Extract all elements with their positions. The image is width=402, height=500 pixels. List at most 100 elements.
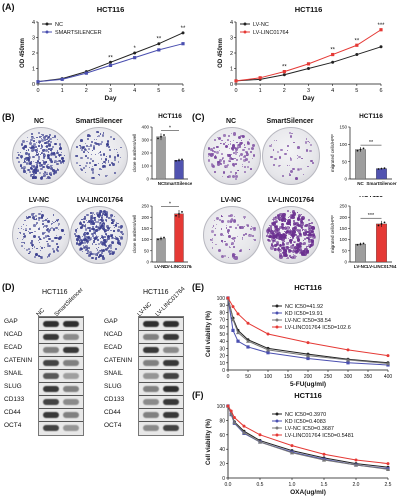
blot-band bbox=[163, 425, 179, 431]
plate-spot bbox=[40, 138, 44, 142]
plate-spot bbox=[246, 166, 249, 169]
plate-spot bbox=[30, 241, 33, 245]
plate-spot bbox=[41, 136, 42, 138]
plate-spot bbox=[212, 225, 214, 227]
plate-spot bbox=[23, 160, 26, 162]
plate-spot bbox=[20, 143, 24, 147]
plate-spot bbox=[96, 225, 99, 229]
plate-spot bbox=[36, 142, 37, 144]
data-point bbox=[386, 354, 390, 358]
y-tick-label: 50 bbox=[219, 332, 225, 338]
plate-spot bbox=[301, 229, 304, 231]
plate-spot bbox=[17, 151, 19, 154]
plate-spot bbox=[243, 225, 245, 227]
plate-spot bbox=[272, 222, 276, 226]
y-tick-label: 150 bbox=[339, 226, 347, 231]
plate-spot bbox=[83, 215, 86, 218]
plate-spot bbox=[94, 142, 98, 145]
x-tick-label: 4 bbox=[331, 88, 334, 94]
plate-spot bbox=[90, 221, 92, 223]
plate-spot bbox=[79, 226, 83, 230]
plate-label-smartsilencer: SmartSilencer bbox=[75, 118, 123, 125]
plate-spot bbox=[25, 161, 29, 165]
plate-spot bbox=[275, 236, 278, 239]
bar bbox=[156, 136, 166, 180]
chart-a-left: HCT116 0 1 2 3 4 5 6 0 1 2 3 4 Day OD 450nm NC SMARTSILE… bbox=[20, 5, 186, 102]
plate-spot bbox=[309, 232, 313, 236]
plate-spot bbox=[311, 234, 314, 236]
plate-spot bbox=[109, 163, 112, 166]
plate-spot bbox=[39, 142, 41, 144]
chart-title: HCT116 bbox=[294, 284, 322, 292]
plate-spot bbox=[74, 229, 78, 232]
plate-spot bbox=[40, 238, 42, 241]
plate-spot bbox=[301, 225, 304, 228]
plate-spot bbox=[36, 166, 38, 168]
plate-spot bbox=[273, 216, 277, 220]
plate-spot bbox=[22, 223, 25, 226]
plate-spot bbox=[96, 251, 100, 255]
plate-spot bbox=[42, 152, 45, 155]
data-point bbox=[258, 440, 262, 444]
blot-row-label: SNAIL bbox=[4, 370, 23, 377]
plate-spot bbox=[38, 140, 41, 143]
plate-spot bbox=[29, 162, 33, 166]
plate-spot bbox=[273, 235, 277, 239]
plate-spot bbox=[282, 255, 285, 258]
plate-spot bbox=[40, 152, 43, 155]
y-tick-label: 4 bbox=[230, 20, 233, 26]
plate-spot bbox=[80, 167, 83, 170]
chart-title: HCT116 bbox=[97, 5, 125, 14]
blot-row bbox=[139, 382, 183, 395]
plate-spot bbox=[111, 241, 115, 245]
plate-spot bbox=[230, 213, 234, 217]
bar bbox=[174, 160, 184, 180]
plate-spot bbox=[49, 229, 52, 232]
plate-spot bbox=[232, 151, 236, 155]
plate-spot bbox=[27, 156, 29, 159]
plate-spot bbox=[249, 228, 252, 231]
plate-spot bbox=[298, 248, 303, 252]
plate-spot bbox=[48, 140, 50, 143]
plate-spot bbox=[234, 153, 237, 156]
plate-spot bbox=[275, 237, 279, 240]
plate-spot bbox=[46, 217, 49, 219]
plate-spot bbox=[36, 170, 39, 173]
plate-spot bbox=[75, 243, 79, 246]
plate-spot bbox=[308, 234, 313, 239]
plate-spot bbox=[48, 135, 50, 137]
plate-spot bbox=[48, 252, 51, 255]
plate-spot bbox=[221, 240, 223, 242]
data-point bbox=[236, 330, 240, 335]
plate-spot bbox=[270, 143, 272, 145]
data-point bbox=[306, 341, 310, 345]
plate-spot bbox=[50, 151, 54, 155]
plate-spot bbox=[288, 220, 290, 222]
plate-spot bbox=[284, 249, 288, 253]
plate-spot bbox=[52, 172, 56, 175]
significance-mark: ** bbox=[354, 38, 359, 44]
data-point bbox=[331, 60, 335, 64]
plate-spot bbox=[102, 227, 105, 230]
replicate-dot bbox=[377, 168, 380, 170]
blot-row-label: CD133 bbox=[104, 396, 125, 403]
plate-spot bbox=[45, 165, 49, 168]
plate-spot bbox=[38, 236, 40, 238]
plate-spot bbox=[92, 221, 96, 225]
x-tick-label: 4 bbox=[133, 88, 136, 94]
plate-spot bbox=[38, 163, 42, 167]
plate-spot bbox=[278, 156, 282, 159]
x-tick-label: 2 bbox=[85, 88, 88, 94]
plate-spot bbox=[86, 156, 89, 160]
plate-spot bbox=[87, 236, 89, 238]
plate-spot bbox=[89, 222, 93, 225]
blot-band bbox=[43, 347, 59, 353]
plate-spot bbox=[22, 241, 25, 244]
migration-label-nc: NC bbox=[225, 118, 237, 125]
plate-spot bbox=[53, 152, 56, 155]
plate-spot bbox=[92, 145, 95, 148]
plate-spot bbox=[292, 249, 295, 253]
plate-spot bbox=[290, 135, 293, 138]
data-point bbox=[229, 411, 234, 416]
plate-spot bbox=[237, 169, 239, 171]
